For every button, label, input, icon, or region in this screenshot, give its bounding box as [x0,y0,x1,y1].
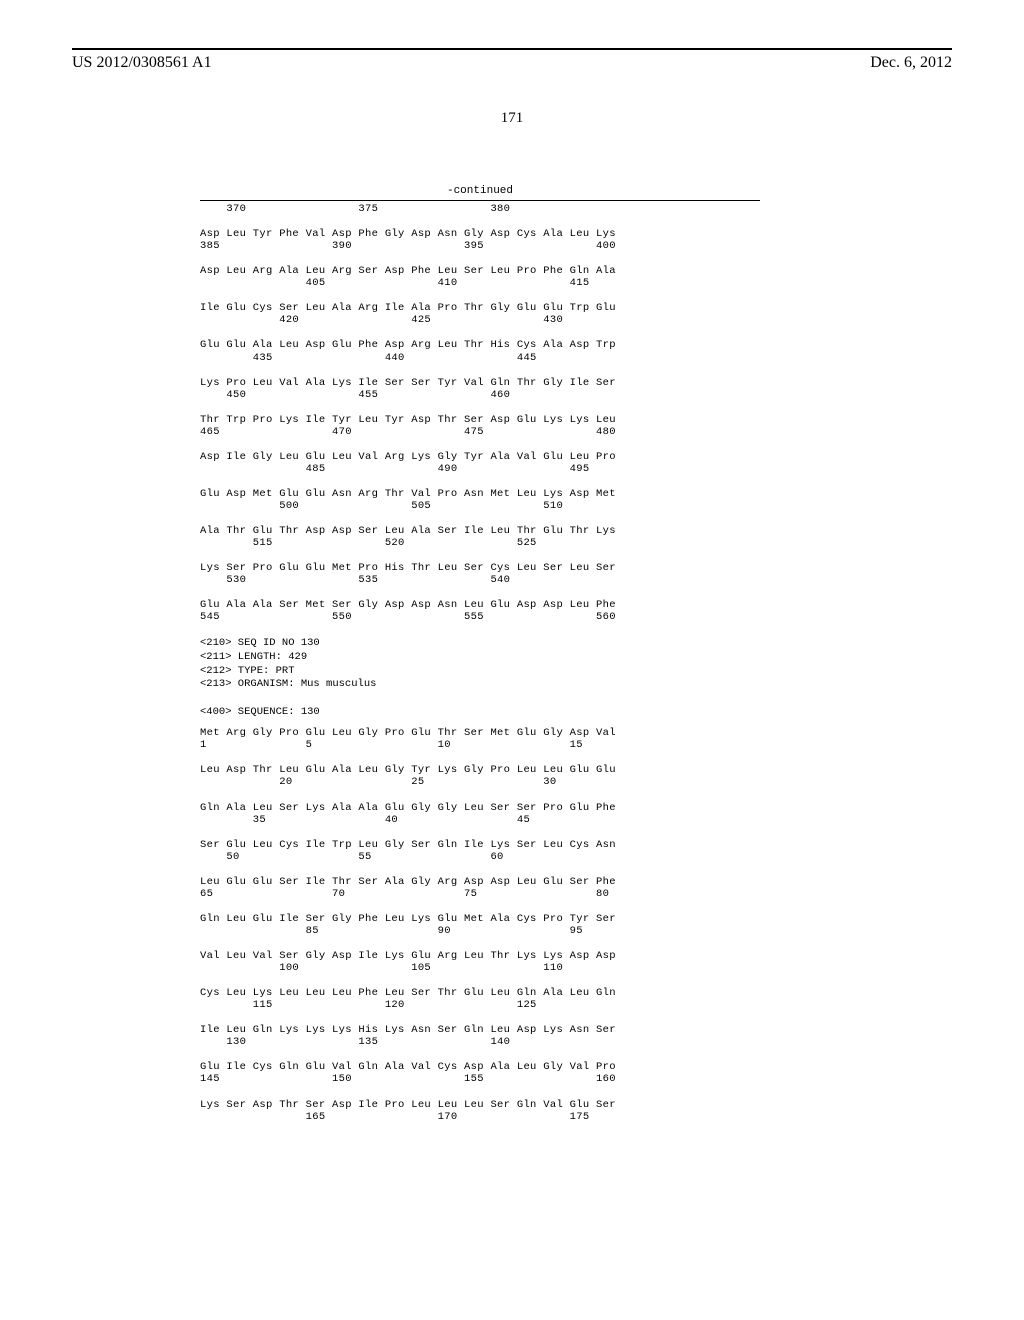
content-divider [200,200,760,201]
main-content: -continued 370 375 380Asp Leu Tyr Phe Va… [200,185,760,1136]
page-number: 171 [0,110,1024,127]
sequence-header: <210> SEQ ID NO 130 <211> LENGTH: 429 <2… [200,637,760,719]
sequence-block-2: Met Arg Gly Pro Glu Leu Gly Pro Glu Thr … [200,727,760,1122]
page-header: US 2012/0308561 A1 Dec. 6, 2012 [0,48,1024,72]
continued-label: -continued [200,185,760,197]
patent-date: Dec. 6, 2012 [870,54,952,72]
patent-number: US 2012/0308561 A1 [72,54,212,72]
header-text-row: US 2012/0308561 A1 Dec. 6, 2012 [72,54,952,72]
sequence-block-1: 370 375 380Asp Leu Tyr Phe Val Asp Phe G… [200,203,760,623]
header-rule [72,48,952,50]
